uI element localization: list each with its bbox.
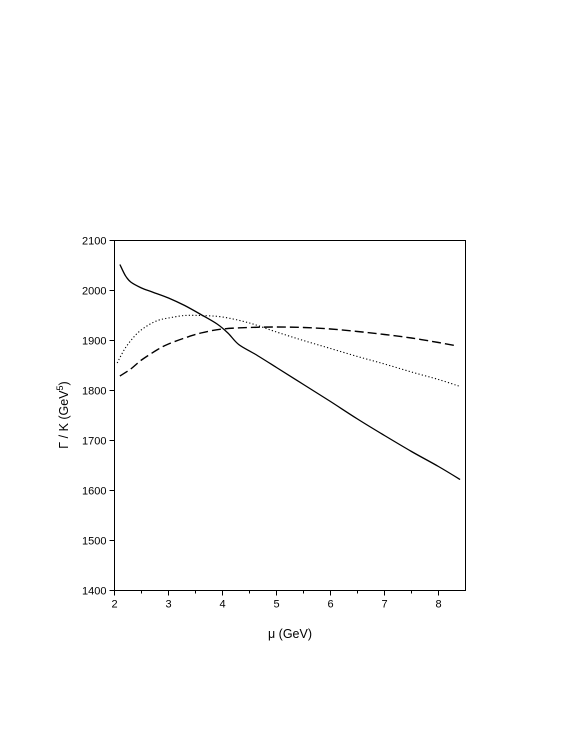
x-tick-label: 5 <box>273 599 279 611</box>
x-tick-label: 6 <box>327 599 333 611</box>
x-tick-label: 3 <box>165 599 171 611</box>
y-axis-label-main: Γ / K (GeV <box>57 390 71 449</box>
x-tick-label: 8 <box>435 599 441 611</box>
x-tick-label: 4 <box>219 599 225 611</box>
y-tick-label: 1500 <box>82 536 106 548</box>
x-axis-label: μ (GeV) <box>268 627 312 641</box>
tick-marks <box>109 240 439 596</box>
y-axis-label-close: ) <box>57 381 71 385</box>
y-tick-label: 2100 <box>82 236 106 248</box>
y-tick-label: 1400 <box>82 586 106 598</box>
x-tick-label: 7 <box>381 599 387 611</box>
series-line-dotted <box>116 314 461 388</box>
y-tick-label: 1600 <box>82 486 106 498</box>
y-tick-label: 1800 <box>82 386 106 398</box>
series-line-solid <box>119 264 461 481</box>
plot-frame <box>114 240 466 591</box>
series-line-dashed <box>119 326 455 377</box>
y-axis-label-exponent: 5 <box>55 385 65 390</box>
series-lines <box>116 264 461 481</box>
y-tick-label: 2000 <box>82 286 106 298</box>
y-axis-label: Γ / K (GeV5) <box>55 381 71 448</box>
y-tick-label: 1900 <box>82 336 106 348</box>
y-tick-label: 1700 <box>82 436 106 448</box>
x-tick-label: 2 <box>111 599 117 611</box>
tick-labels: 2 3 4 5 6 7 8 1400 1500 1600 1700 1800 1900 2000 2100 <box>82 236 442 611</box>
